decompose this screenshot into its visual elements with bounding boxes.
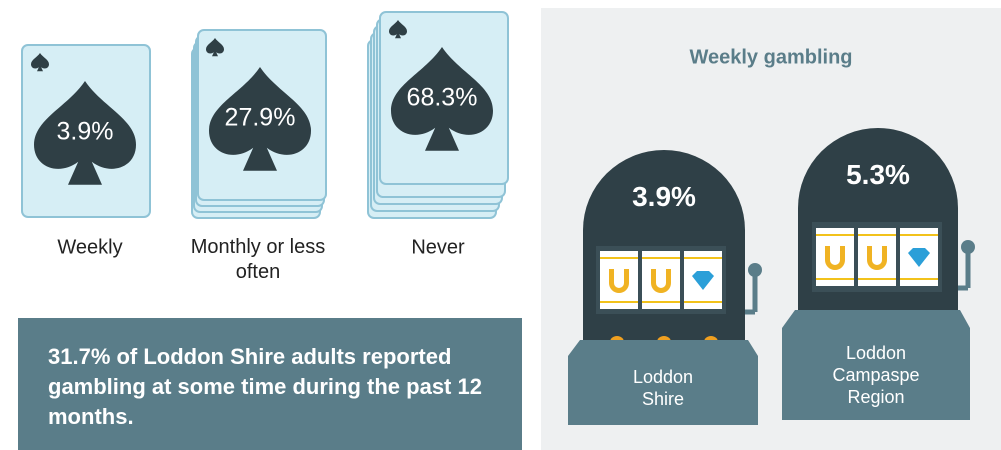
- machine-value: 5.3%: [846, 159, 910, 191]
- card-label: Never: [353, 236, 523, 261]
- card-label: Monthly or less often: [173, 235, 343, 285]
- card-value: 3.9%: [57, 118, 114, 147]
- card-label: Weekly: [5, 236, 175, 261]
- banner: 31.7% of Loddon Shire adults reported ga…: [18, 318, 522, 450]
- infographic: 3.9% 27.9% 68.3% Weekly Monthly or less …: [0, 0, 1001, 450]
- panel-title: Weekly gambling: [689, 47, 852, 70]
- machine-label: Loddon Shire: [618, 366, 708, 410]
- machine-value: 3.9%: [632, 181, 696, 213]
- card-value: 27.9%: [225, 104, 296, 133]
- card-value: 68.3%: [407, 84, 478, 113]
- machine-label: Loddon Campaspe Region: [816, 342, 936, 408]
